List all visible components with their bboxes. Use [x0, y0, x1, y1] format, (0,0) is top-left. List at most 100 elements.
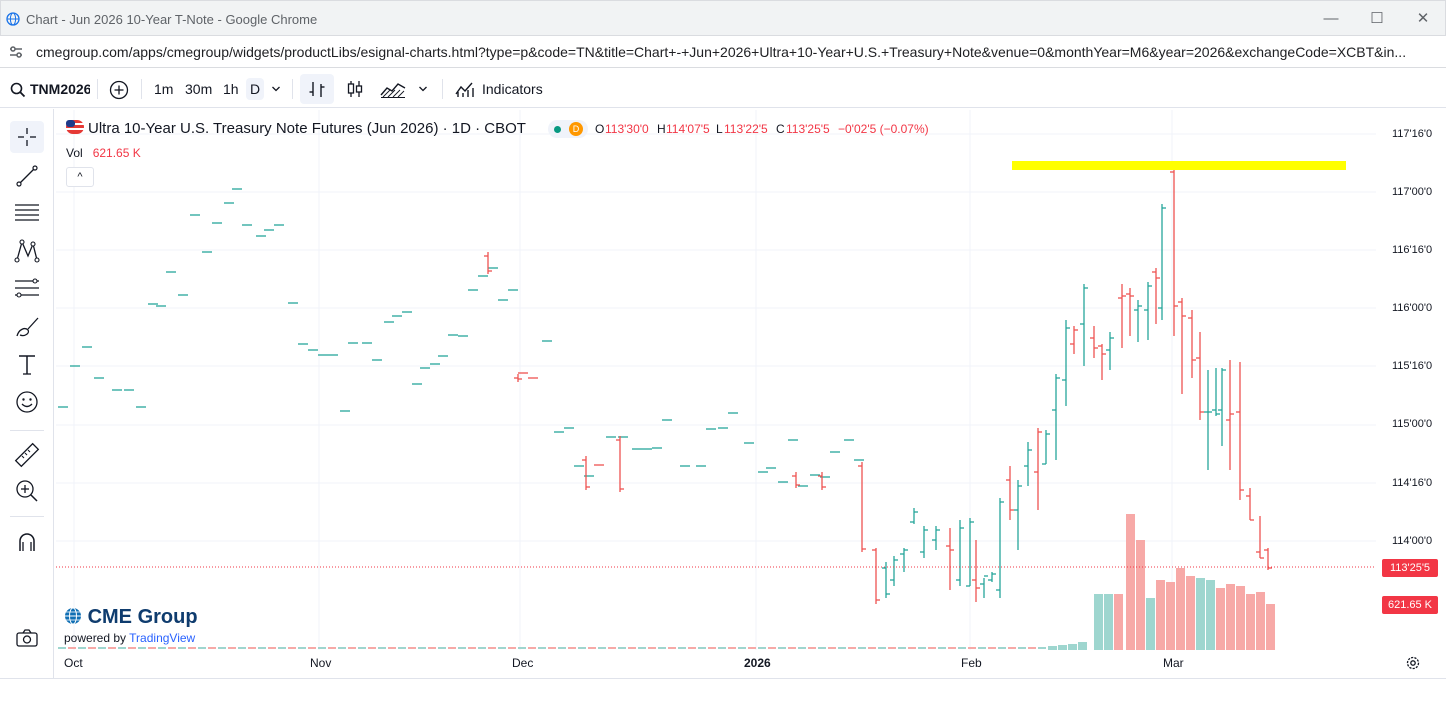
volume-bar	[1226, 584, 1235, 650]
bar-chart-type-button[interactable]	[300, 74, 334, 104]
volume-bar	[388, 647, 396, 649]
delayed-badge: D	[569, 122, 583, 136]
volume-bar	[518, 647, 526, 649]
interval-1m[interactable]: 1m	[154, 81, 174, 97]
address-bar[interactable]: cmegroup.com/apps/cmegroup/widgets/produ…	[0, 36, 1446, 68]
volume-bar	[88, 647, 96, 649]
volume-bar	[278, 647, 286, 649]
volume-bar	[1008, 647, 1016, 649]
volume-bar	[68, 647, 76, 649]
chevron-down-icon[interactable]	[418, 84, 428, 94]
volume-bar	[758, 647, 766, 649]
settings-gear-icon[interactable]	[1405, 655, 1421, 671]
volume-bar	[838, 647, 846, 649]
powered-by[interactable]: powered by TradingView	[64, 631, 195, 645]
volume-bar	[238, 647, 246, 649]
ohlc-bars-icon	[309, 82, 325, 97]
volume-bar	[1136, 540, 1145, 650]
horizontal-lines-icon[interactable]	[12, 198, 42, 228]
text-tool-icon[interactable]	[12, 350, 42, 380]
volume-bar	[1156, 580, 1165, 650]
volume-bar	[108, 647, 116, 649]
volume-bar	[488, 647, 496, 649]
toolbar-divider	[10, 516, 44, 517]
cme-logo[interactable]: CME Group	[64, 606, 198, 629]
time-tick-label: Dec	[512, 656, 534, 670]
volume-bar	[418, 647, 426, 649]
price-tick-label: 116'00'0	[1392, 302, 1433, 314]
volume-bar	[498, 647, 506, 649]
globe-logo-icon	[65, 607, 81, 625]
volume-bar	[768, 647, 776, 649]
price-tick-label: 114'00'0	[1392, 535, 1433, 547]
volume-bar	[718, 647, 726, 649]
high-value: 114'07'5	[666, 122, 710, 136]
area-chart-icon[interactable]	[380, 79, 406, 99]
maximize-button[interactable]: ☐	[1370, 10, 1384, 27]
ruler-icon[interactable]	[12, 440, 42, 470]
low-label: L	[716, 122, 723, 136]
volume-bar	[458, 647, 466, 649]
volume-bar	[628, 647, 636, 649]
pattern-tool-icon[interactable]	[12, 236, 42, 266]
search-icon[interactable]	[10, 82, 26, 98]
resistance-highlight-line	[1012, 161, 1346, 170]
volume-bar	[1018, 647, 1026, 649]
volume-bar	[1126, 514, 1135, 650]
volume-bar	[988, 647, 996, 649]
toolbar-divider	[292, 79, 293, 99]
indicators-button[interactable]: Indicators	[482, 81, 543, 97]
drawing-toolbar	[0, 109, 54, 679]
volume-bar	[798, 647, 806, 649]
volume-price-tag: 621.65 K	[1382, 596, 1438, 614]
volume-bar	[878, 647, 886, 649]
close-button[interactable]: ✕	[1416, 10, 1430, 27]
symbol-title[interactable]: Ultra 10-Year U.S. Treasury Note Futures…	[88, 120, 526, 137]
trend-line-icon[interactable]	[12, 161, 42, 191]
volume-bar	[868, 647, 876, 649]
volume-bar	[138, 647, 146, 649]
volume-bar	[178, 647, 186, 649]
volume-bar	[1146, 598, 1155, 650]
compare-symbol-icon[interactable]	[109, 80, 129, 100]
interval-d[interactable]: D	[246, 78, 264, 100]
volume-bar	[348, 647, 356, 649]
volume-bar	[508, 647, 516, 649]
volume-bar	[298, 647, 306, 649]
url-text[interactable]: cmegroup.com/apps/cmegroup/widgets/produ…	[36, 44, 1407, 60]
magnet-icon[interactable]	[12, 527, 42, 557]
minimize-button[interactable]: —	[1323, 10, 1339, 27]
volume-bar	[688, 647, 696, 649]
volume-bar	[1246, 594, 1255, 650]
symbol-search-input[interactable]: TNM2026	[30, 81, 90, 97]
brush-icon[interactable]	[12, 312, 42, 342]
interval-30m[interactable]: 30m	[185, 81, 213, 97]
market-status-badge[interactable]: D	[548, 120, 588, 138]
candles-icon[interactable]	[345, 79, 365, 99]
volume-bar	[668, 647, 676, 649]
change-value: −0'02'5 (−0.07%)	[838, 122, 929, 136]
collapse-legend-button[interactable]: ^	[66, 167, 94, 187]
indicators-icon[interactable]	[455, 80, 475, 98]
interval-1h[interactable]: 1h	[223, 81, 239, 97]
crosshair-icon	[18, 128, 36, 146]
volume-bar	[858, 647, 866, 649]
tradingview-link[interactable]: TradingView	[129, 631, 196, 645]
volume-bar	[1216, 588, 1225, 650]
crosshair-tool-button[interactable]	[10, 121, 44, 153]
volume-bar	[218, 647, 226, 649]
browser-titlebar: Chart - Jun 2026 10-Year T-Note - Google…	[0, 0, 1446, 36]
volume-bar	[208, 647, 216, 649]
volume-bar	[168, 647, 176, 649]
close-label: C	[776, 122, 785, 136]
camera-icon[interactable]	[12, 623, 42, 653]
volume-bar	[478, 647, 486, 649]
volume-bar	[158, 647, 166, 649]
volume-bar	[228, 647, 236, 649]
zoom-in-icon[interactable]	[12, 476, 42, 506]
price-chart[interactable]	[56, 110, 1376, 650]
chevron-down-icon[interactable]	[271, 84, 281, 94]
site-settings-icon[interactable]	[8, 44, 24, 60]
fib-retracement-icon[interactable]	[12, 274, 42, 304]
smiley-icon[interactable]	[12, 387, 42, 417]
